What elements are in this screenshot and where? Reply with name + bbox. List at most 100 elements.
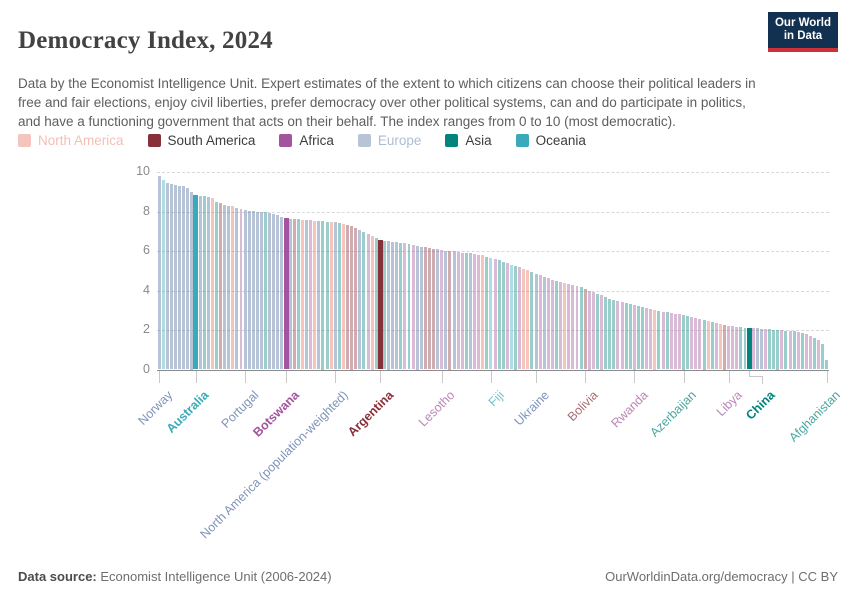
bar[interactable] [419, 246, 423, 370]
x-label-ukraine[interactable]: Ukraine [511, 387, 552, 428]
bar[interactable] [772, 329, 776, 370]
bar[interactable] [276, 215, 280, 370]
bar[interactable] [526, 270, 530, 370]
bar[interactable] [755, 328, 759, 370]
bar-ukraine[interactable] [534, 273, 538, 370]
bar-botswana[interactable] [283, 218, 289, 370]
bar[interactable] [268, 213, 272, 370]
bar[interactable] [665, 312, 669, 370]
bar[interactable] [309, 220, 313, 370]
bar[interactable] [198, 195, 202, 370]
bar[interactable] [452, 251, 456, 370]
bar[interactable] [321, 221, 325, 370]
bar[interactable] [346, 225, 350, 370]
bar[interactable] [587, 290, 591, 370]
bar[interactable] [657, 311, 661, 370]
bar[interactable] [464, 252, 468, 370]
bar[interactable] [813, 337, 817, 370]
bar[interactable] [427, 248, 431, 370]
bar[interactable] [751, 328, 755, 370]
bar[interactable] [231, 205, 235, 370]
bar[interactable] [415, 246, 419, 370]
bar[interactable] [616, 301, 620, 370]
bar[interactable] [227, 205, 231, 370]
bar[interactable] [698, 319, 702, 370]
bar[interactable] [567, 283, 571, 370]
bar[interactable] [341, 224, 345, 370]
x-label-afghanistan[interactable]: Afghanistan [786, 387, 843, 445]
bar[interactable] [710, 322, 714, 370]
bar[interactable] [653, 310, 657, 370]
bar[interactable] [399, 242, 403, 370]
bar-china[interactable] [746, 327, 752, 370]
bar[interactable] [542, 276, 546, 370]
bar[interactable] [677, 314, 681, 370]
bar[interactable] [251, 211, 255, 370]
bar[interactable] [173, 184, 177, 370]
bar[interactable] [186, 187, 190, 370]
bar[interactable] [759, 328, 763, 370]
bar[interactable] [305, 220, 309, 370]
bar[interactable] [706, 321, 710, 370]
bar[interactable] [473, 253, 477, 370]
bar[interactable] [555, 281, 558, 370]
bar[interactable] [546, 278, 550, 370]
bar[interactable] [169, 183, 173, 370]
bar[interactable] [735, 326, 739, 370]
bar[interactable] [161, 179, 165, 370]
bar[interactable] [804, 333, 808, 370]
bar[interactable] [661, 311, 665, 370]
bar[interactable] [796, 331, 800, 370]
bar[interactable] [669, 312, 673, 370]
bar[interactable] [247, 210, 251, 370]
x-label-lesotho[interactable]: Lesotho [416, 387, 458, 429]
bar[interactable] [350, 226, 354, 370]
bar[interactable] [591, 292, 595, 370]
bar[interactable] [235, 207, 239, 370]
bar[interactable] [436, 249, 440, 370]
bar[interactable] [329, 222, 333, 370]
bar[interactable] [550, 279, 554, 370]
bar[interactable] [362, 232, 366, 370]
bar[interactable] [768, 329, 772, 370]
bar[interactable] [448, 251, 452, 370]
bar[interactable] [690, 317, 694, 370]
bar[interactable] [522, 268, 526, 370]
bar[interactable] [407, 244, 411, 370]
bar[interactable] [518, 267, 522, 370]
bar[interactable] [788, 330, 792, 370]
bar[interactable] [202, 196, 206, 370]
bar[interactable] [366, 234, 370, 370]
bar[interactable] [673, 313, 677, 370]
bar[interactable] [501, 261, 505, 370]
bar-norway[interactable] [157, 175, 161, 370]
bar[interactable] [374, 238, 378, 370]
bar[interactable] [612, 299, 616, 370]
bar[interactable] [411, 245, 415, 370]
legend-item-south-america[interactable]: South America [147, 133, 255, 148]
bar[interactable] [468, 253, 472, 370]
bar[interactable] [354, 228, 358, 370]
bar[interactable] [493, 259, 497, 370]
bar[interactable] [391, 241, 395, 370]
bar[interactable] [628, 304, 632, 370]
bar[interactable] [206, 197, 210, 370]
bar[interactable] [395, 242, 399, 370]
bar-north-america-population-weighted[interactable] [333, 222, 337, 370]
bar[interactable] [300, 219, 304, 370]
bar[interactable] [497, 260, 501, 370]
bar[interactable] [575, 286, 579, 370]
bar[interactable] [809, 335, 813, 370]
bar[interactable] [784, 330, 788, 370]
bar-bolivia[interactable] [583, 288, 587, 370]
owid-logo[interactable]: Our World in Data [768, 12, 838, 52]
bar-argentina[interactable] [377, 240, 383, 370]
bar[interactable] [641, 307, 645, 370]
bar[interactable] [259, 212, 263, 370]
legend-item-africa[interactable]: Africa [279, 133, 334, 148]
bar[interactable] [423, 247, 427, 370]
bar[interactable] [239, 208, 243, 370]
bar[interactable] [370, 236, 374, 370]
bar-libya[interactable] [727, 325, 731, 370]
bar[interactable] [382, 240, 386, 370]
